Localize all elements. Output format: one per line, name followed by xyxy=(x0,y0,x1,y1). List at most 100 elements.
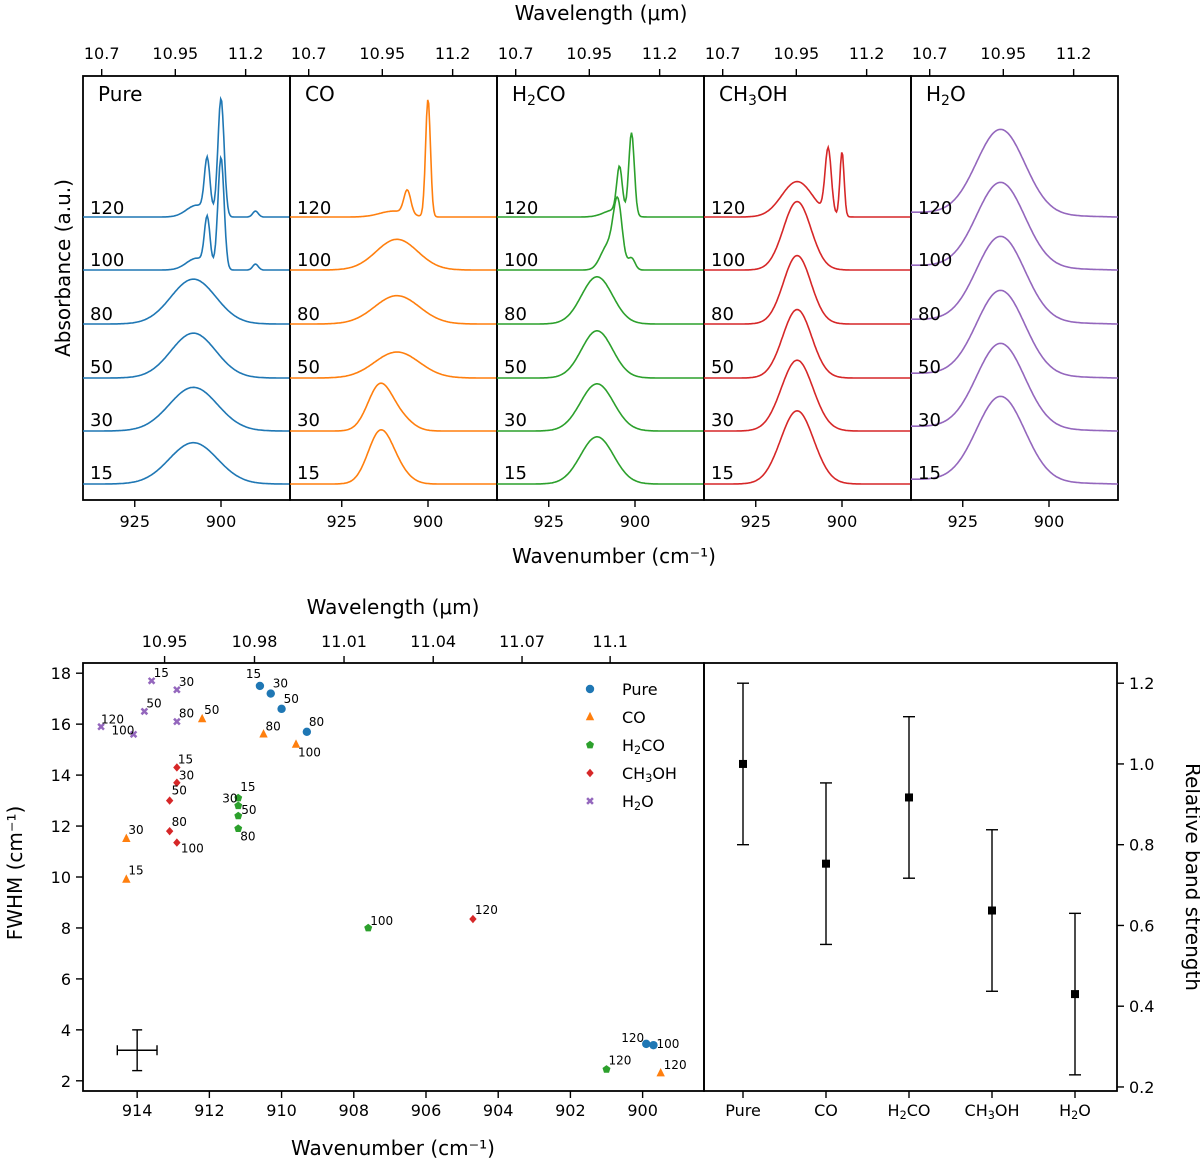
band-xtick-label-4: H2O xyxy=(1059,1101,1091,1122)
spectrum-CH3OH-50 xyxy=(704,308,911,379)
point-H2O-50 xyxy=(140,707,149,716)
band-ytick-label: 0.4 xyxy=(1129,997,1154,1016)
legend-marker-Pure xyxy=(585,684,595,694)
legend-label-CH3OH-main: CH xyxy=(622,764,645,783)
temp-label-H2CO-15: 15 xyxy=(504,463,527,484)
spectrum-CH3OH-120 xyxy=(704,144,911,218)
spectrum-H2O-100 xyxy=(911,181,1118,271)
temp-label-H2O-120: 120 xyxy=(918,198,952,219)
point-H2O-80 xyxy=(173,717,181,726)
scatter-xtick-top-label: 11.04 xyxy=(410,632,456,651)
point-H2O-15 xyxy=(147,677,156,685)
scatter-xtick-label: 912 xyxy=(194,1101,225,1120)
band-strength-axis-label: Relative band strength xyxy=(1181,763,1200,991)
spectrum-H2CO-80 xyxy=(497,276,704,325)
band-xtick-label-2-tail: CO xyxy=(907,1101,931,1120)
temp-label-H2O-100: 100 xyxy=(918,250,952,271)
point-CO-50 xyxy=(197,713,207,723)
spectrum-CO-30 xyxy=(290,382,497,432)
point-label-CO-15: 15 xyxy=(128,864,143,878)
panel-label-H2CO: H2CO xyxy=(512,82,566,109)
point-CO-120 xyxy=(656,1067,665,1077)
panel-label-H2CO-sub: 2 xyxy=(527,93,536,109)
spectrum-CO-100 xyxy=(290,238,497,271)
band-xtick-label-3-tail: OH xyxy=(995,1101,1020,1120)
legend-label-H2O-main: H xyxy=(622,792,634,811)
point-label-CH3OH-50: 50 xyxy=(172,784,187,798)
xtick-top-label: 11.2 xyxy=(1056,44,1092,63)
point-Pure-50 xyxy=(277,704,286,714)
temp-label-H2CO-100: 100 xyxy=(504,250,538,271)
scatter-ytick-label: 12 xyxy=(51,817,71,836)
spectrum-CH3OH-100 xyxy=(704,200,911,271)
point-H2CO-50 xyxy=(234,811,243,820)
point-label-CH3OH-30: 30 xyxy=(179,769,194,783)
spectrum-Pure-100 xyxy=(83,154,290,271)
point-Pure-120 xyxy=(642,1039,651,1049)
point-H2O-30 xyxy=(173,686,181,694)
panel-label-CH3OH: CH3OH xyxy=(719,82,788,109)
panel-frame-CO xyxy=(289,75,498,501)
legend-label-H2CO-main: H xyxy=(622,736,634,755)
point-CO-30 xyxy=(122,833,131,842)
point-Pure-15 xyxy=(255,681,265,691)
band-xtick-label-4-tail: O xyxy=(1078,1101,1091,1120)
panel-label-H2CO-tail: CO xyxy=(536,82,566,106)
temp-label-CH3OH-15: 15 xyxy=(711,463,734,484)
point-CH3OH-30 xyxy=(173,778,181,787)
legend-label-H2CO-tail: CO xyxy=(641,736,665,755)
xtick-top-label: 10.7 xyxy=(498,44,534,63)
band-xtick-label-2: H2CO xyxy=(888,1101,931,1122)
scatter-ytick-label: 8 xyxy=(61,919,71,938)
temp-label-CO-50: 50 xyxy=(297,357,320,378)
xtick-label: 900 xyxy=(827,512,858,531)
scatter-xtick-top-label: 11.1 xyxy=(592,632,628,651)
scatter-xtick-top-label: 10.98 xyxy=(232,632,278,651)
point-label-H2CO-30: 30 xyxy=(222,792,237,806)
point-CO-15 xyxy=(122,874,131,883)
legend-marker-CH3OH xyxy=(586,768,594,778)
point-label-H2O-80: 80 xyxy=(179,707,194,721)
point-label-H2O-50: 50 xyxy=(146,696,161,710)
point-label-H2O-100: 100 xyxy=(112,723,135,737)
point-CH3OH-120 xyxy=(469,914,477,924)
panel-frame-Pure xyxy=(82,75,291,501)
xtick-top-label: 10.7 xyxy=(912,44,948,63)
point-Pure-80 xyxy=(302,727,312,736)
temp-label-Pure-30: 30 xyxy=(90,410,113,431)
spectrum-CO-15 xyxy=(290,428,497,485)
spectrum-Pure-30 xyxy=(83,386,290,432)
fwhm-scatter-plot: Wavelength (μm) Wavenumber (cm⁻¹) FWHM (… xyxy=(3,595,705,1160)
xtick-top-label: 11.2 xyxy=(435,44,471,63)
point-label-H2CO-50: 50 xyxy=(241,803,256,817)
point-H2O-120 xyxy=(97,722,105,731)
legend-label-H2CO-sub: 2 xyxy=(634,744,641,757)
top-wavenumber-axis-label: Wavenumber (cm⁻¹) xyxy=(512,544,716,568)
legend-label-H2O-tail: O xyxy=(641,792,654,811)
spectrum-H2CO-30 xyxy=(497,383,704,432)
temp-label-CH3OH-120: 120 xyxy=(711,198,745,219)
xtick-top-label: 10.7 xyxy=(291,44,327,63)
scatter-xtick-label: 910 xyxy=(266,1101,297,1120)
scatter-xtick-top-label: 11.01 xyxy=(321,632,367,651)
point-CO-80 xyxy=(259,729,268,738)
scatter-wavenumber-axis-label: Wavenumber (cm⁻¹) xyxy=(291,1136,495,1160)
temp-label-CO-15: 15 xyxy=(297,463,320,484)
point-label-CO-30: 30 xyxy=(128,823,143,837)
point-Pure-100 xyxy=(649,1040,658,1050)
temp-label-CO-100: 100 xyxy=(297,250,331,271)
scatter-ytick-label: 14 xyxy=(51,766,71,785)
temp-label-H2CO-30: 30 xyxy=(504,410,527,431)
point-H2CO-15 xyxy=(234,793,243,802)
legend-label-Pure-main: Pure xyxy=(622,680,658,699)
scatter-content: 914 912 910 908 906 904 902 900 2 4 6 8 10 12 14 16 18 10… xyxy=(51,632,687,1120)
scatter-ytick-label: 16 xyxy=(51,715,71,734)
legend-marker-CO xyxy=(585,711,595,721)
legend-label-H2O-sub: 2 xyxy=(634,800,641,813)
band-xtick-label-4-main: H xyxy=(1059,1101,1071,1120)
temp-label-Pure-50: 50 xyxy=(90,357,113,378)
point-label-CH3OH-100: 100 xyxy=(181,842,204,856)
xtick-top-label: 11.2 xyxy=(849,44,885,63)
spectrum-Pure-50 xyxy=(83,332,290,379)
